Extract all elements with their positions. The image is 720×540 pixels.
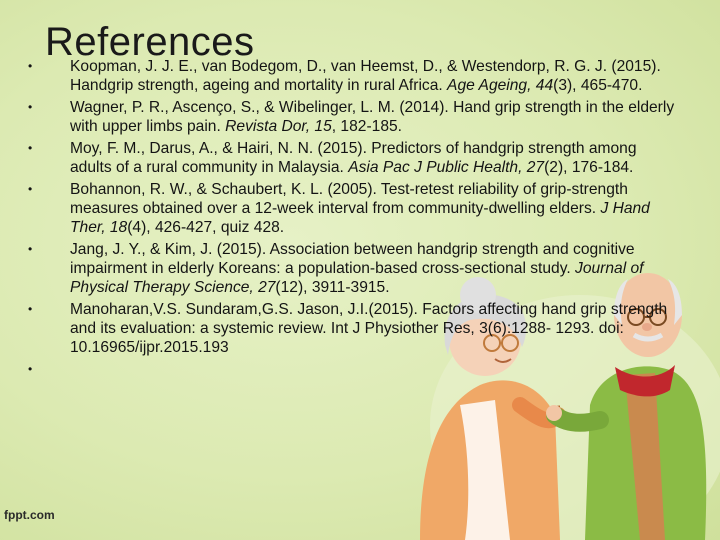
- reference-item-empty: •: [28, 360, 680, 379]
- reference-journal: Revista Dor, 15: [225, 118, 332, 135]
- reference-item: • Wagner, P. R., Ascenço, S., & Wibeling…: [28, 99, 675, 135]
- bullet-icon: •: [28, 182, 33, 196]
- reference-item: • Bohannon, R. W., & Schaubert, K. L. (2…: [28, 181, 650, 236]
- reference-journal: Asia Pac J Public Health, 27: [348, 159, 545, 176]
- slide-title: References: [45, 20, 255, 64]
- reference-journal: Age Ageing, 44: [447, 77, 554, 94]
- reference-journal: J Hand Ther, 18: [70, 200, 650, 236]
- bullet-icon: •: [28, 141, 33, 155]
- reference-journal: Journal of Physical Therapy Science, 27: [70, 260, 644, 296]
- reference-item: • Koopman, J. J. E., van Bodegom, D., va…: [28, 58, 661, 94]
- elderly-couple-illustration: [420, 273, 720, 540]
- reference-item: • Manoharan,V.S. Sundaram,G.S. Jason, J.…: [28, 301, 668, 356]
- reference-item: • Moy, F. M., Darus, A., & Hairi, N. N. …: [28, 140, 637, 176]
- bullet-icon: •: [28, 59, 33, 73]
- reference-item: • Jang, J. Y., & Kim, J. (2015). Associa…: [28, 241, 644, 296]
- bullet-icon: •: [28, 100, 33, 114]
- fppt-logo: fppt.com: [4, 508, 55, 522]
- bullet-icon: •: [28, 362, 33, 376]
- bullet-icon: •: [28, 302, 33, 316]
- reference-list: • Koopman, J. J. E., van Bodegom, D., va…: [28, 54, 680, 379]
- bullet-icon: •: [28, 242, 33, 256]
